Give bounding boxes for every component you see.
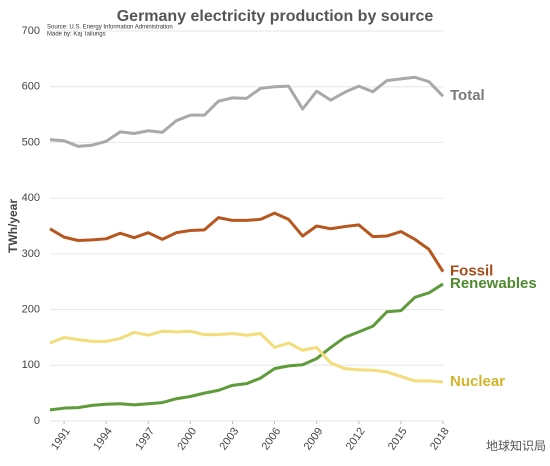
y-tick-label: 400	[22, 192, 40, 204]
watermark: 地球知识局	[486, 439, 546, 453]
y-tick-label: 200	[22, 303, 40, 315]
series-line	[49, 75, 445, 148]
source-note: Source: U.S. Energy Information Administ…	[47, 25, 173, 31]
series-line	[49, 282, 444, 412]
x-tick-label: 2003	[217, 426, 241, 453]
x-tick-label: 2018	[428, 426, 452, 453]
x-tick-label: 2009	[302, 426, 326, 453]
x-tick-label: 2006	[260, 426, 284, 453]
series-line	[49, 329, 444, 384]
x-tick-label: 2012	[344, 426, 368, 453]
x-tick-label: 2000	[175, 426, 199, 453]
series-label: Fossil	[450, 263, 493, 280]
chart-title: Germany electricity production by source	[117, 8, 434, 25]
x-tick-label: 1994	[91, 426, 115, 453]
series-label: Nuclear	[450, 373, 505, 390]
y-tick-label: 600	[22, 81, 40, 93]
credit-note: Made by: Kaj Tallungs	[47, 32, 106, 38]
x-tick-label: 1991	[49, 426, 73, 453]
y-tick-label: 0	[34, 415, 40, 427]
y-tick-label: 500	[22, 136, 40, 148]
y-tick-label: 100	[22, 359, 40, 371]
x-tick-label: 1997	[133, 426, 157, 453]
x-tick-label: 2015	[386, 426, 410, 453]
series-label: Renewables	[450, 275, 537, 292]
series-label: Total	[450, 87, 485, 104]
y-tick-label: 300	[22, 248, 40, 260]
y-axis-label: TWh/year	[6, 199, 20, 253]
series-line	[49, 211, 445, 273]
y-tick-label: 700	[22, 25, 40, 37]
